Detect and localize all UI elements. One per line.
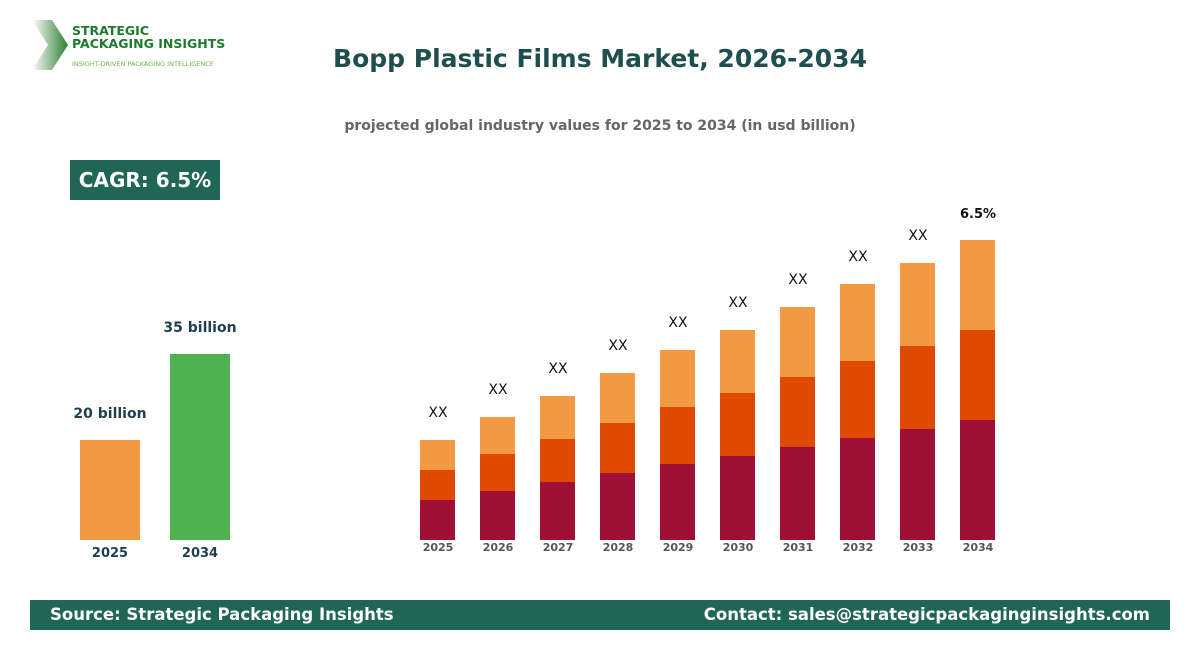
bar-segment — [420, 470, 455, 500]
data-label: XX — [548, 361, 568, 377]
x-tick-label: 2029 — [662, 541, 694, 554]
bar-segment — [900, 346, 935, 429]
bar-segment — [540, 439, 575, 482]
x-tick-label: 2028 — [602, 541, 634, 554]
data-label: XX — [608, 338, 628, 354]
bar-segment — [840, 361, 875, 438]
data-label: XX — [488, 382, 508, 398]
x-tick-label: 2025 — [91, 546, 129, 561]
x-tick-label: 2027 — [542, 541, 574, 554]
bar-segment — [900, 263, 935, 346]
bar-segment — [960, 240, 995, 330]
bar-segment — [660, 407, 695, 464]
data-label: XX — [668, 315, 688, 331]
page-title: Bopp Plastic Films Market, 2026-2034 — [333, 44, 867, 73]
bar-segment — [600, 423, 635, 473]
bar-segment — [720, 456, 755, 540]
subtitle: projected global industry values for 202… — [344, 118, 856, 134]
data-label: XX — [788, 272, 808, 288]
data-label: XX — [848, 249, 868, 265]
bar-segment — [420, 500, 455, 540]
bar — [80, 440, 140, 540]
bar-segment — [900, 429, 935, 540]
cagr-badge: CAGR: 6.5% — [70, 160, 220, 200]
logo-tagline: INSIGHT-DRIVEN PACKAGING INTELLIGENCE — [72, 60, 214, 68]
data-label: 35 billion — [163, 320, 237, 337]
bar-segment — [780, 447, 815, 540]
bar-segment — [720, 330, 755, 393]
data-label: 6.5% — [959, 207, 997, 222]
x-tick-label: 2034 — [181, 546, 219, 561]
bar-segment — [840, 438, 875, 540]
x-tick-label: 2032 — [842, 541, 874, 554]
bar-segment — [600, 373, 635, 423]
data-label: 20 billion — [73, 406, 147, 423]
x-tick-label: 2034 — [962, 541, 994, 554]
bar-segment — [660, 350, 695, 407]
logo-name: STRATEGIC PACKAGING INSIGHTS — [72, 23, 226, 51]
x-tick-label: 2030 — [722, 541, 754, 554]
x-tick-label: 2033 — [902, 541, 934, 554]
bar-segment — [540, 482, 575, 540]
bar-segment — [960, 330, 995, 420]
x-tick-label: 2031 — [782, 541, 814, 554]
logo-chevron-icon — [32, 20, 68, 70]
bar-segment — [480, 491, 515, 540]
bar-segment — [720, 393, 755, 456]
data-label: XX — [908, 228, 928, 244]
bar-segment — [840, 284, 875, 361]
bar-segment — [420, 440, 455, 470]
bar-segment — [780, 307, 815, 377]
data-label: XX — [428, 405, 448, 421]
bar — [170, 354, 230, 540]
x-tick-label: 2026 — [482, 541, 514, 554]
footer: Source: Strategic Packaging Insights Con… — [30, 600, 1170, 630]
bar-segment — [480, 454, 515, 491]
bar-segment — [540, 396, 575, 439]
bar-segment — [960, 420, 995, 540]
data-label: XX — [728, 295, 748, 311]
x-tick-label: 2025 — [422, 541, 454, 554]
source-text: Source: Strategic Packaging Insights — [50, 605, 394, 624]
bar-segment — [600, 473, 635, 540]
bar-segment — [480, 417, 515, 454]
contact-text: Contact: sales@strategicpackaginginsight… — [703, 605, 1150, 624]
bar-segment — [780, 377, 815, 447]
bar-segment — [660, 464, 695, 540]
